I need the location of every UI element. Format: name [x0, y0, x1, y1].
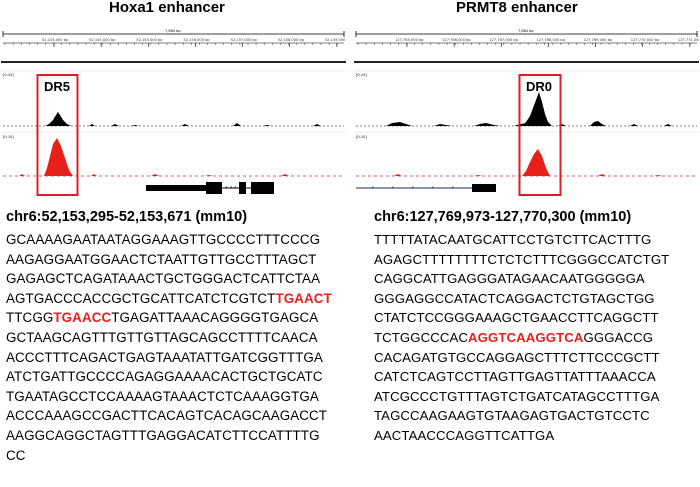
motif-highlight: AGGTCAAGGTCA: [468, 329, 584, 345]
sequence-line: TGAATAGCCTCCAAAAGTAAACTCTCAAAGGTGA: [6, 388, 319, 404]
sequence-text: GGGACCG: [583, 329, 654, 345]
sequence-text: AGTGACCCACCGCTGCATTCATCTCGTCT: [6, 290, 276, 306]
left-range-label-bottom: [0-10]: [3, 135, 14, 139]
right-ruler-ticks: 127,765,000 bp 127,766,000 bp 127,767,000 …: [357, 38, 699, 47]
right-scale-label: 7,664 bp: [518, 29, 534, 33]
right-track-separator: [354, 61, 699, 63]
ruler-tick-label: 52,157,000 bp: [231, 38, 258, 42]
sequence-line: AGAGCTTTTTTTTCTCTCTTTCGGGCCATCTGT: [374, 251, 670, 267]
sequence-text: TGAGATTAAACAGGGGTGAGCA: [111, 310, 319, 326]
right-gene-model: [356, 184, 496, 192]
right-locus-label: chr6:127,769,973-127,770,300 (mm10): [374, 209, 632, 225]
sequence-line: AACTAACCCAGGTTCATTGA: [374, 427, 555, 443]
left-red-coverage-track: [3, 138, 344, 177]
sequence-line: ATCGCCCTGTTTAGTCTGATCATAGCCTTTGA: [374, 388, 660, 404]
ruler-tick-label: 52,154,000 bp: [89, 38, 116, 42]
left-genome-browser-track: 7,664 bp 52,153,000 bp 52,154,000 bp 52,15…: [1, 28, 346, 198]
ruler-tick-label: 52,155,000 bp: [136, 38, 163, 42]
sequence-line: TTTTTATACAATGCATTCCTGTCTTCACTTTG: [374, 232, 652, 247]
right-sequence-block: TTTTTATACAATGCATTCCTGTCTTCACTTTG AGAGCTTT…: [374, 230, 669, 446]
ruler-tick-label: 52,153,000 bp: [42, 38, 69, 42]
right-box-label: DR0: [526, 79, 552, 94]
ruler-tick-label: 127,770,000 bp: [631, 38, 660, 42]
ruler-tick-label: 127,766,000 bp: [442, 38, 471, 42]
left-panel-title: Hoxa1 enhancer: [109, 0, 225, 16]
sequence-line: TTCGGTGAACCTGAGATTAAACAGGGGTGAGCA: [6, 308, 332, 328]
ruler-tick-label: 127,769,000 bp: [584, 38, 613, 42]
right-dr0-highlight-box: [518, 74, 562, 196]
sequence-line: AAGAGGAATGGAACTCTAATTGTTGCCTTTAGCT: [6, 251, 317, 267]
right-range-label-top: [0-10]: [356, 73, 367, 77]
left-track-separator: [1, 61, 346, 63]
left-locus-label: chr6:52,153,295-52,153,671 (mm10): [6, 209, 248, 225]
sequence-text: TCTGGCCCAC: [374, 329, 469, 345]
ruler-tick-label: 127,771,000 bp: [678, 38, 699, 42]
sequence-line: CAGGCATTGAGGGATAGAACAATGGGGGA: [374, 271, 645, 287]
sequence-text: TTCGG: [6, 310, 54, 326]
sequence-line: TAGCCAAGAAGTGTAAGAGTGACTGTCCTC: [374, 408, 650, 424]
sequence-line: AGTGACCCACCGCTGCATTCATCTCGTCTTGAACT: [6, 289, 332, 309]
left-track-svg: 7,664 bp 52,153,000 bp 52,154,000 bp 52,15…: [1, 29, 346, 196]
right-track-svg: 7,664 bp 127,765,000 bp 127,766,000 bp 127…: [354, 29, 699, 196]
ruler-tick-label: 127,767,000 bp: [489, 38, 518, 42]
sequence-line: TCTGGCCCACAGGTCAAGGTCAGGGACCG: [374, 328, 669, 348]
left-range-label-top: [0-10]: [3, 73, 14, 77]
sequence-line: GAGAGCTCAGATAAACTGCTGGGACTCATTCTAA: [6, 271, 321, 287]
right-genome-browser-track: 7,664 bp 127,765,000 bp 127,766,000 bp 127…: [354, 28, 699, 198]
ruler-tick-label: 52,156,000 bp: [183, 38, 210, 42]
left-dr5-highlight-box: [36, 74, 79, 196]
ruler-tick-label: 52,159,000 bp: [325, 38, 346, 42]
left-black-coverage-track: [3, 112, 344, 127]
motif-highlight: TGAACC: [53, 310, 112, 326]
sequence-line: AAGGCAGGCTAGTTTGAGGACATCTTCCATTTTG: [6, 427, 320, 443]
right-panel-title: PRMT8 enhancer: [456, 0, 578, 16]
left-sequence-block: GCAAAAGAATAATAGGAAAGTTGCCCCTTTCCCG AAGAGG…: [6, 230, 332, 465]
ruler-tick-label: 127,765,000 bp: [395, 38, 424, 42]
sequence-line: CC: [6, 447, 26, 463]
motif-highlight: TGAACT: [275, 290, 332, 306]
sequence-line: CTATCTCCGGGAAAGCTGAACCTTCAGGCTT: [374, 310, 659, 326]
sequence-line: GCAAAAGAATAATAGGAAAGTTGCCCCTTTCCCG: [6, 232, 321, 247]
ruler-tick-label: 52,158,000 bp: [278, 38, 305, 42]
left-box-label: DR5: [44, 79, 70, 94]
ruler-tick-label: 127,768,000 bp: [536, 38, 565, 42]
sequence-line: CATCTCAGTCCTTAGTTGAGTTATTTAAACCA: [374, 369, 656, 385]
sequence-line: ACCCTTTCAGACTGAGTAAATATTGATCGGTTTGA: [6, 349, 323, 365]
left-gene-model: [146, 182, 274, 194]
right-black-coverage-track: [356, 92, 697, 127]
sequence-line: ATCTGATTGCCCCAGAGGAAAACACTGCTGCATC: [6, 369, 323, 385]
sequence-line: CACAGATGTGCCAGGAGCTTTCTTCCCGCTT: [374, 349, 660, 365]
left-ruler-ticks: 52,153,000 bp 52,154,000 bp 52,155,000 bp 5…: [4, 38, 346, 47]
sequence-line: GGGAGGCCATACTCAGGACTCTGTAGCTGG: [374, 290, 655, 306]
sequence-line: ACCCAAAGCCGACTTCACAGTCACAGCAAGACCT: [6, 408, 328, 424]
left-scale-label: 7,664 bp: [165, 29, 181, 33]
right-red-coverage-track: [356, 149, 697, 177]
right-range-label-bottom: [0-10]: [356, 135, 367, 139]
sequence-line: GCTAAGCAGTTTGTTGTTAGCAGCCTTTTCAACA: [6, 329, 318, 345]
